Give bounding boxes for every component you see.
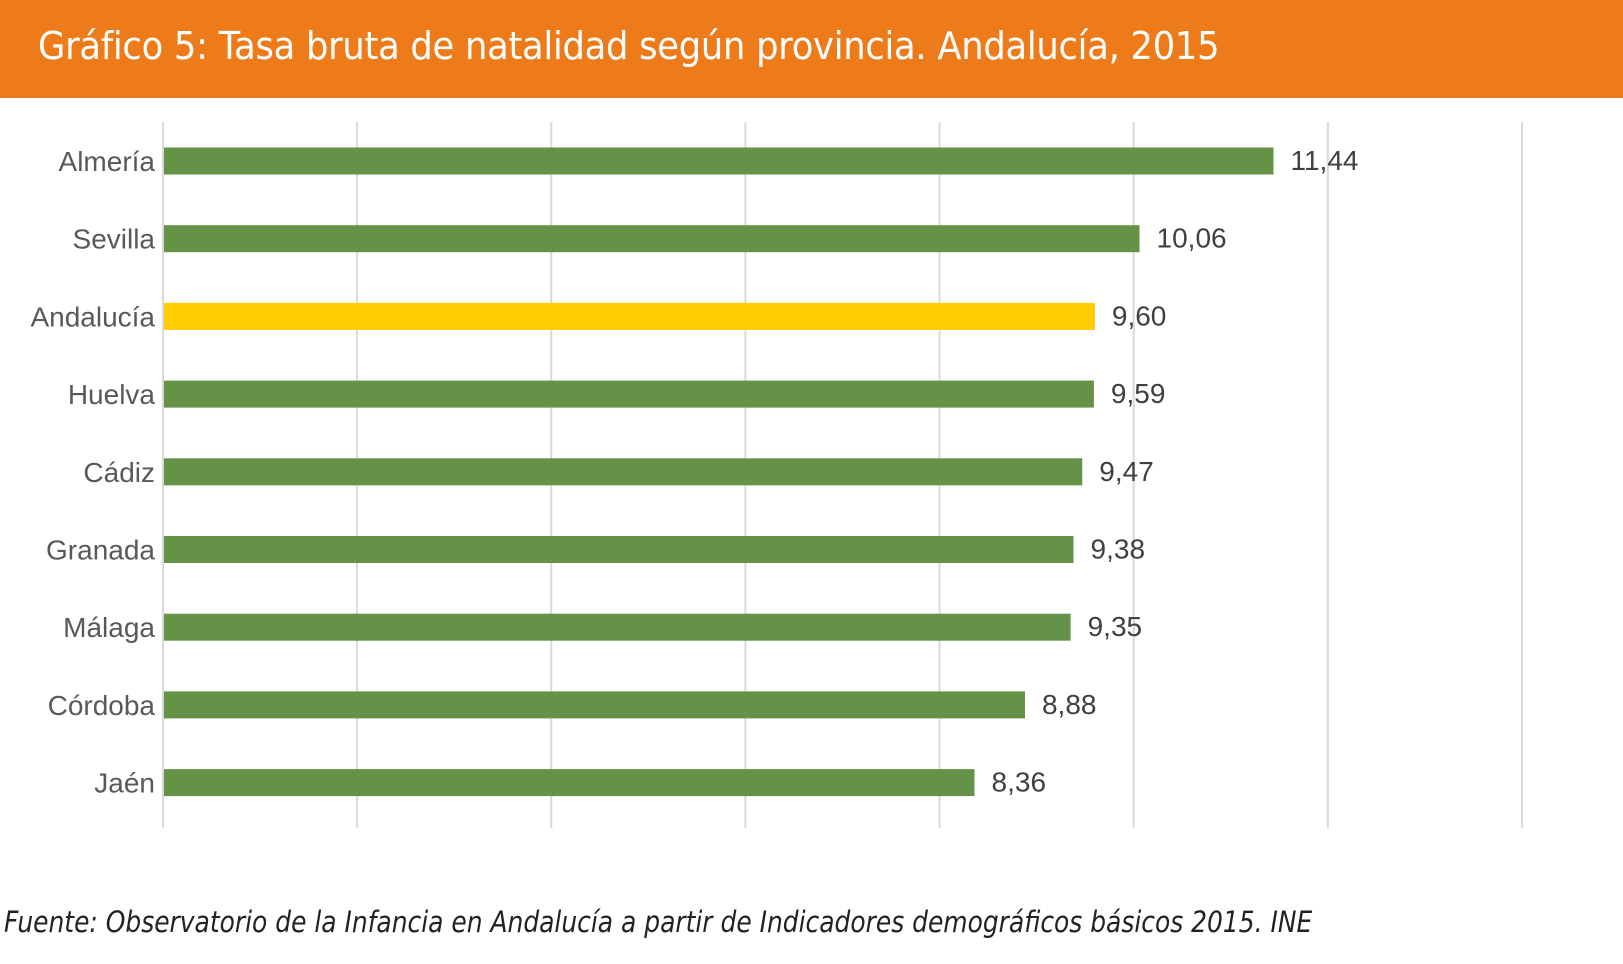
bar-8	[164, 769, 975, 797]
bar-7	[164, 691, 1025, 719]
bar-4	[164, 458, 1083, 486]
category-labels: Almería Sevilla Andalucía Huelva Cádiz Granad…	[30, 146, 155, 799]
bar-chart: Almería Sevilla Andalucía Huelva Cádiz Granad…	[30, 122, 1523, 828]
value-label: 10,06	[1157, 223, 1227, 254]
bars	[164, 147, 1274, 797]
value-label: 9,59	[1111, 378, 1166, 409]
category-label: Granada	[46, 535, 155, 566]
category-label: Córdoba	[48, 690, 156, 721]
source-note: Fuente: Observatorio de la Infancia en A…	[4, 905, 1313, 939]
bar-2	[164, 302, 1095, 330]
bar-5	[164, 536, 1074, 563]
value-labels: 11,44 10,06 9,60 9,59 9,47 9,38 9,35 8,88 8,36	[992, 145, 1359, 798]
category-label: Málaga	[63, 612, 155, 643]
bar-3	[164, 380, 1094, 408]
category-label: Andalucía	[30, 301, 155, 332]
category-label: Jaén	[94, 768, 155, 799]
chart-header: Gráfico 5: Tasa bruta de natalidad según…	[0, 0, 1623, 98]
category-label: Almería	[59, 146, 156, 177]
value-label: 9,60	[1112, 300, 1167, 331]
value-label: 9,35	[1088, 611, 1143, 642]
value-label: 8,36	[992, 767, 1046, 798]
value-label: 8,88	[1042, 689, 1097, 720]
bar-1	[164, 225, 1140, 253]
chart-title: Gráfico 5: Tasa bruta de natalidad según…	[38, 24, 1220, 68]
value-label: 9,38	[1091, 534, 1146, 565]
category-label: Huelva	[68, 379, 156, 410]
value-label: 11,44	[1290, 145, 1358, 176]
category-label: Cádiz	[83, 457, 155, 488]
bar-0	[164, 147, 1274, 175]
category-label: Sevilla	[73, 224, 156, 255]
bar-6	[164, 613, 1071, 641]
value-label: 9,47	[1099, 456, 1154, 487]
